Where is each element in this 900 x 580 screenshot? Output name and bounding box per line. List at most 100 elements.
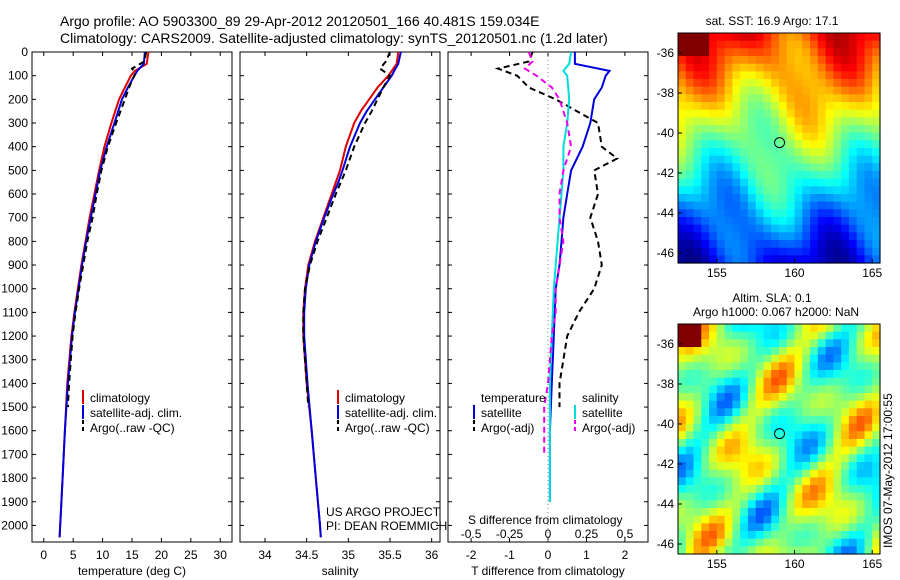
map-cell bbox=[864, 217, 873, 226]
map-cell bbox=[755, 86, 765, 95]
map-cell bbox=[794, 439, 803, 448]
map-cell bbox=[786, 155, 796, 164]
map-cell bbox=[678, 385, 687, 394]
map-cell bbox=[763, 48, 772, 57]
map-cell bbox=[763, 163, 772, 172]
map-cell bbox=[833, 347, 842, 356]
map-cell bbox=[779, 354, 788, 363]
map-cell bbox=[786, 377, 796, 386]
map-cell bbox=[678, 408, 687, 417]
map-cell bbox=[740, 462, 749, 471]
map-cell bbox=[779, 492, 788, 501]
map-cell bbox=[740, 56, 749, 65]
map-cell bbox=[802, 377, 811, 386]
map-cell bbox=[833, 431, 842, 440]
map-cell bbox=[693, 362, 702, 371]
map-cell bbox=[848, 423, 858, 432]
map-cell bbox=[779, 446, 788, 455]
map-cell bbox=[779, 347, 788, 356]
map-cell bbox=[771, 56, 780, 65]
map-cell bbox=[693, 423, 702, 432]
map-cell bbox=[841, 240, 850, 249]
map-cell bbox=[794, 224, 803, 233]
map-cell bbox=[716, 163, 726, 172]
map-cell bbox=[794, 132, 803, 141]
map-cell bbox=[848, 48, 858, 57]
header-line1: Argo profile: AO 5903300_89 29-Apr-2012 … bbox=[60, 13, 540, 29]
map-cell bbox=[740, 171, 749, 180]
map-cell bbox=[740, 416, 749, 425]
map-cell bbox=[732, 377, 741, 386]
map-cell bbox=[709, 331, 718, 340]
map-cell bbox=[817, 186, 827, 195]
map-cell bbox=[848, 125, 858, 134]
map-cell bbox=[864, 431, 873, 440]
map-cell bbox=[841, 446, 850, 455]
map-cell bbox=[872, 240, 881, 249]
map-cell bbox=[825, 132, 834, 141]
map-cell bbox=[817, 79, 827, 88]
map-cell bbox=[864, 370, 873, 379]
map-cell bbox=[786, 217, 796, 226]
map-cell bbox=[709, 56, 718, 65]
map-cell bbox=[817, 416, 827, 425]
map-cell bbox=[747, 79, 757, 88]
map-cell bbox=[693, 163, 702, 172]
map-cell bbox=[755, 393, 765, 402]
map-cell bbox=[786, 385, 796, 394]
map-cell bbox=[856, 416, 866, 425]
map-cell bbox=[740, 186, 749, 195]
map-cell bbox=[810, 125, 819, 134]
map-cell bbox=[740, 370, 749, 379]
map-cell bbox=[802, 485, 811, 494]
map-cell bbox=[709, 40, 718, 49]
map-cell bbox=[716, 362, 726, 371]
map-cell bbox=[810, 431, 819, 440]
map-cell bbox=[685, 515, 695, 524]
ytick-label: 1400 bbox=[1, 376, 28, 390]
map-cell bbox=[864, 201, 873, 210]
map-cell bbox=[724, 33, 733, 42]
map-cell bbox=[763, 508, 772, 517]
map-cell bbox=[709, 492, 718, 501]
map-cell bbox=[833, 339, 842, 348]
map-cell bbox=[872, 446, 881, 455]
map-cell bbox=[678, 462, 687, 471]
map-cell bbox=[693, 155, 702, 164]
map-cell bbox=[740, 546, 749, 555]
map-cell bbox=[678, 377, 687, 386]
map-cell bbox=[747, 354, 757, 363]
map-cell bbox=[817, 500, 827, 509]
map-cell bbox=[817, 370, 827, 379]
map-cell bbox=[848, 240, 858, 249]
map-cell bbox=[701, 117, 710, 126]
map-cell bbox=[701, 477, 710, 486]
map-ytick-label: -38 bbox=[657, 86, 675, 100]
legend-sat: satellite-adj. clim. bbox=[345, 406, 437, 420]
legend-t-sat: satellite bbox=[481, 406, 522, 420]
map-cell bbox=[716, 400, 726, 409]
map-cell bbox=[786, 132, 796, 141]
map-cell bbox=[841, 232, 850, 241]
map-cell bbox=[678, 224, 687, 233]
map-cell bbox=[747, 209, 757, 218]
map-cell bbox=[763, 247, 772, 256]
map-cell bbox=[833, 523, 842, 532]
map-cell bbox=[872, 79, 881, 88]
map-cell bbox=[856, 362, 866, 371]
map-cell bbox=[693, 538, 702, 547]
map-cell bbox=[794, 140, 803, 149]
salinity-xlabel: salinity bbox=[322, 564, 359, 578]
map-cell bbox=[685, 477, 695, 486]
map-cell bbox=[802, 400, 811, 409]
map-cell bbox=[786, 79, 796, 88]
map-cell bbox=[716, 148, 726, 157]
map-cell bbox=[678, 247, 687, 256]
map-cell bbox=[678, 217, 687, 226]
map-cell bbox=[833, 186, 842, 195]
xtick-label: 5 bbox=[70, 548, 77, 562]
map-cell bbox=[732, 117, 741, 126]
legend-s-sat: satellite bbox=[582, 406, 623, 420]
map-cell bbox=[709, 94, 718, 103]
map-cell bbox=[732, 469, 741, 478]
